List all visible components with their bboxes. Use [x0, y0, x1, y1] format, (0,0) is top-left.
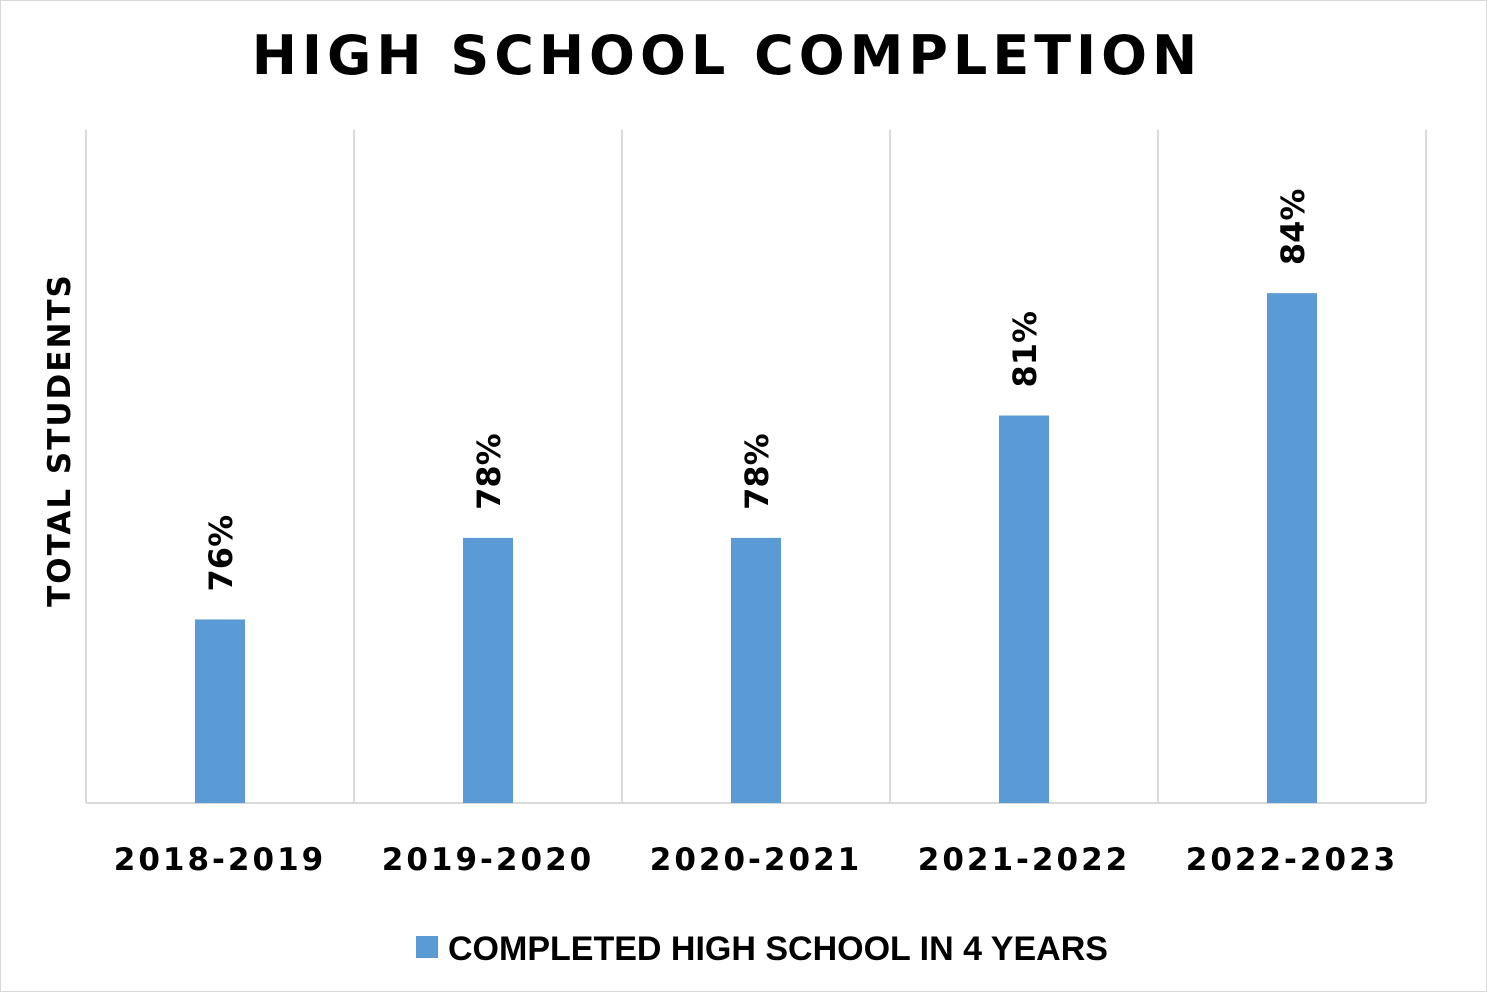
chart-title: HIGH SCHOOL COMPLETION [252, 24, 1203, 87]
category-label: 2018-2019 [114, 842, 326, 878]
grid-lines [85, 130, 1427, 804]
bar [999, 415, 1049, 803]
data-label: 78% [470, 433, 508, 510]
bar [731, 537, 781, 803]
category-label: 2021-2022 [918, 842, 1130, 878]
legend-label: COMPLETED HIGH SCHOOL IN 4 YEARS [448, 930, 1108, 968]
legend-swatch [416, 936, 438, 958]
category-labels: 2018-2019 2019-2020 2020-2021 2021-2022 2022… [114, 842, 1398, 878]
bar [463, 537, 513, 803]
data-label: 84% [1274, 189, 1312, 266]
category-label: 2022-2023 [1186, 842, 1398, 878]
category-label: 2020-2021 [650, 842, 862, 878]
data-label: 78% [738, 433, 776, 510]
bars [195, 293, 1317, 803]
category-label: 2019-2020 [382, 842, 594, 878]
legend: COMPLETED HIGH SCHOOL IN 4 YEARS [416, 930, 1108, 968]
bar [195, 619, 245, 803]
data-labels: 76% 78% 78% 81% 84% [202, 189, 1312, 592]
y-axis-label: TOTAL STUDENTS [42, 273, 78, 607]
bar [1267, 293, 1317, 803]
data-label: 81% [1006, 311, 1044, 388]
data-label: 76% [202, 515, 240, 592]
